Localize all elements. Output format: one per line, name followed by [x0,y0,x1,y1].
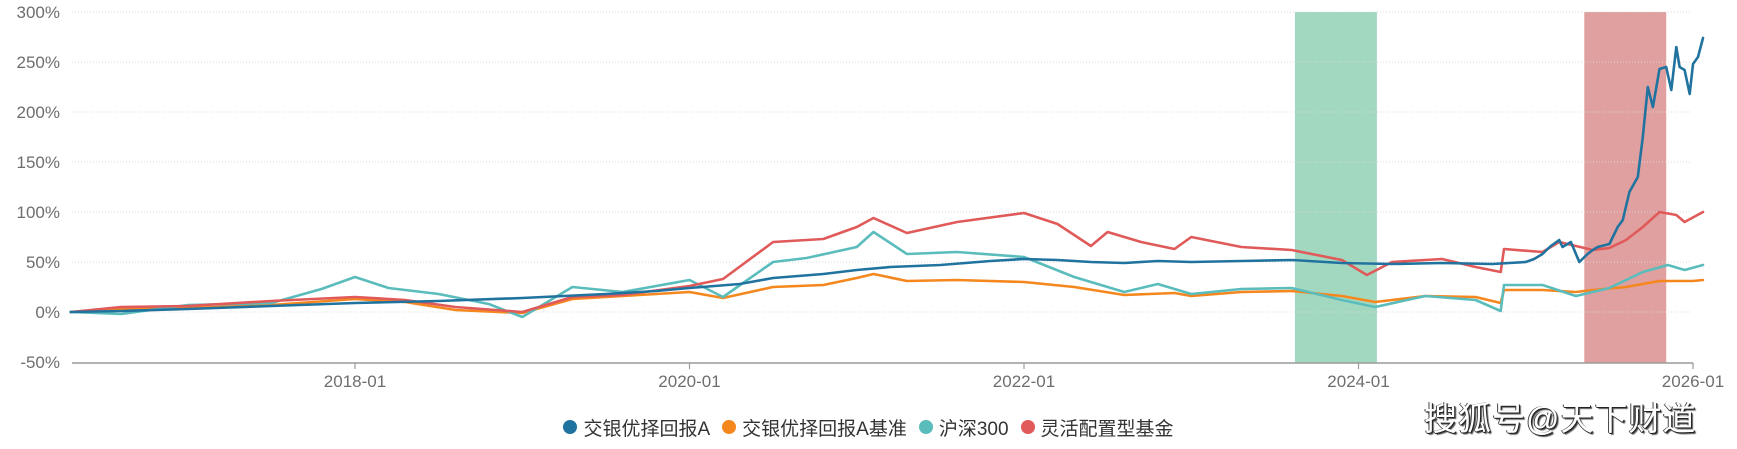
series-line [69,36,1705,314]
x-tick-label: 2026-01 [1662,372,1724,391]
y-tick-label: 50% [26,253,60,272]
y-tick-label: 100% [17,203,60,222]
watermark: 搜狐号@天下财道 [1424,400,1697,437]
legend: 交银优择回报A 交银优择回报A基准 沪深300 灵活配置型基金 [0,413,1737,441]
x-tick-label: 2024-01 [1327,372,1389,391]
legend-label: 交银优择回报A基准 [742,418,907,440]
x-axis: 2018-01 2020-01 2022-01 2024-01 2026-01 [72,362,1724,391]
legend-label: 交银优择回报A [583,418,711,440]
legend-dot-icon [1020,420,1035,434]
y-tick-label: 0% [35,303,60,322]
shaded-regions [1294,12,1667,363]
x-tick-label: 2022-01 [993,372,1055,391]
legend-item-csi300[interactable]: 沪深300 [918,414,1009,441]
x-tick-label: 2020-01 [658,372,720,391]
y-tick-label: 200% [17,103,60,122]
series-line [69,230,1705,319]
legend-dot-icon [722,420,737,434]
y-tick-label: 300% [17,3,60,22]
legend-dot-icon [563,420,578,434]
y-tick-label: 150% [17,153,60,172]
green-period-band [1294,12,1377,363]
y-axis: 300% 250% 200% 150% 100% 50% 0% -50% [17,3,60,372]
red-period-band [1584,12,1667,363]
series-line [69,210,1705,314]
y-tick-label: 250% [17,53,60,72]
series-line [69,272,1705,315]
legend-item-jy-benchmark[interactable]: 交银优择回报A基准 [722,414,907,441]
x-tick-label: 2018-01 [324,372,386,391]
y-tick-label: -50% [20,353,60,372]
legend-dot-icon [918,420,933,434]
series-lines [69,36,1705,319]
legend-item-jy-return-a[interactable]: 交银优择回报A [563,414,710,441]
legend-item-flexible-fund[interactable]: 灵活配置型基金 [1020,414,1174,441]
legend-label: 沪深300 [938,418,1009,440]
legend-label: 灵活配置型基金 [1040,418,1174,440]
